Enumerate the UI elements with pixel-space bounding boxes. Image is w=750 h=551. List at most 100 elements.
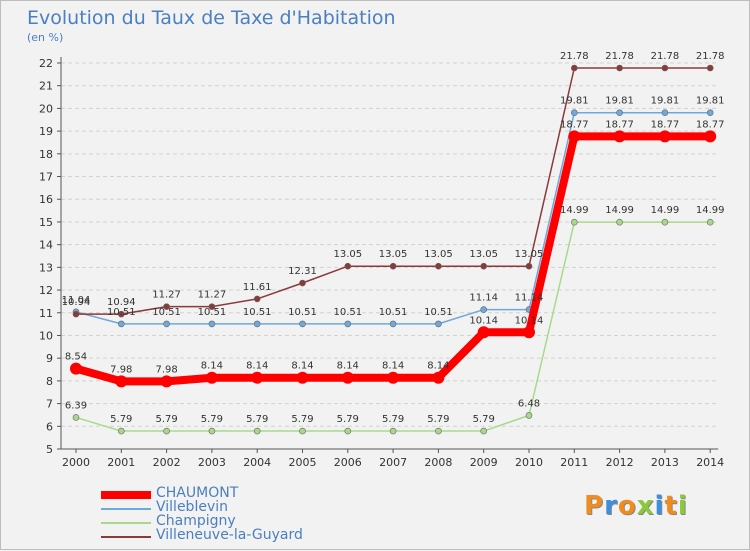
unit-label: (en %) [27,31,64,44]
y-tick-label: 15 [39,216,53,229]
data-label: 8.14 [291,361,313,372]
data-label: 13.05 [424,249,453,260]
legend-swatch-champigny [101,522,151,524]
data-point [661,218,669,226]
data-label: 18.77 [651,119,680,130]
y-tick-label: 22 [39,57,53,70]
legend-label-champigny: Champigny [156,513,236,529]
data-label: 10.94 [62,297,91,308]
x-tick-label: 2013 [651,456,679,469]
data-point [435,262,442,270]
x-tick-label: 2012 [606,456,634,469]
data-point [477,326,490,339]
data-label: 8.14 [201,361,223,372]
data-label: 18.77 [605,119,634,130]
data-label: 14.99 [560,205,589,216]
y-tick-label: 7 [46,398,53,411]
data-point [616,218,623,226]
x-tick-label: 2006 [334,456,362,469]
data-label: 10.51 [107,307,136,318]
legend-label-villeneuve: Villeneuve-la-Guyard [156,527,303,543]
y-tick-label: 19 [39,125,53,138]
x-tick-label: 2004 [243,456,271,469]
data-label: 5.79 [155,414,177,425]
y-tick-label: 14 [39,239,53,252]
y-tick-label: 5 [46,443,53,456]
data-point [208,427,216,435]
data-point [435,427,442,435]
data-point [253,427,261,435]
legend-label-villeblevin: Villeblevin [156,499,228,515]
legend-swatch-villeblevin [101,508,151,510]
data-label: 11.14 [515,293,544,304]
x-tick-label: 2008 [424,456,452,469]
data-label: 13.05 [333,249,362,260]
data-label: 21.78 [651,51,680,62]
data-label: 5.79 [337,414,359,425]
data-point [432,371,445,384]
y-tick-label: 21 [39,80,53,93]
data-point [253,320,261,328]
data-label: 5.79 [110,414,132,425]
data-label: 8.14 [382,361,404,372]
data-label: 13.05 [515,249,544,260]
data-point [296,371,309,384]
data-point [389,427,397,435]
data-label: 19.81 [605,96,634,107]
data-label: 14.99 [605,205,634,216]
y-tick-label: 13 [39,261,53,274]
data-label: 6.39 [65,400,87,411]
data-label: 19.81 [560,96,589,107]
y-tick-label: 6 [46,420,53,433]
data-label: 11.14 [469,293,498,304]
data-label: 10.14 [515,315,544,326]
data-label: 11.27 [152,290,181,301]
y-tick-label: 16 [39,193,53,206]
data-label: 10.51 [198,307,227,318]
data-label: 18.77 [560,119,589,130]
data-label: 5.79 [382,414,404,425]
x-tick-label: 2002 [153,456,181,469]
data-point [208,320,216,328]
data-label: 7.98 [110,364,132,375]
data-point [435,320,442,328]
legend-label-chaumont: CHAUMONT [156,485,239,501]
data-point [706,109,714,117]
data-label: 21.78 [605,51,634,62]
data-label: 8.14 [427,361,449,372]
data-label: 8.14 [246,361,268,372]
data-label: 10.94 [107,297,136,308]
data-label: 14.99 [696,205,725,216]
data-point [299,279,306,287]
y-tick-label: 18 [39,148,53,161]
data-point [706,218,714,226]
y-tick-label: 8 [46,375,53,388]
data-label: 5.79 [427,414,449,425]
data-label: 6.48 [518,398,540,409]
data-point [389,320,397,328]
data-label: 10.51 [333,307,362,318]
data-point [344,262,352,270]
data-point [344,427,352,435]
data-point [570,64,578,72]
data-point [389,262,397,270]
data-point [299,427,306,435]
x-tick-label: 2010 [515,456,543,469]
data-point [163,427,170,435]
data-point [613,130,626,143]
data-point [341,371,354,384]
x-tick-label: 2001 [107,456,135,469]
data-point [661,109,669,117]
data-point [570,218,578,226]
data-label: 10.51 [152,307,181,318]
data-label: 14.99 [651,205,680,216]
series-layer [70,64,717,435]
data-point [70,362,82,375]
data-label: 8.54 [65,352,87,363]
data-point [299,320,306,328]
data-point [118,427,125,435]
data-label: 11.04 [62,295,91,306]
axes: 5 6 7 8 9 10 11 12 13 14 15 16 17 18 19 20 21 22 2000 2001 2… [39,57,724,469]
data-point [387,371,400,384]
